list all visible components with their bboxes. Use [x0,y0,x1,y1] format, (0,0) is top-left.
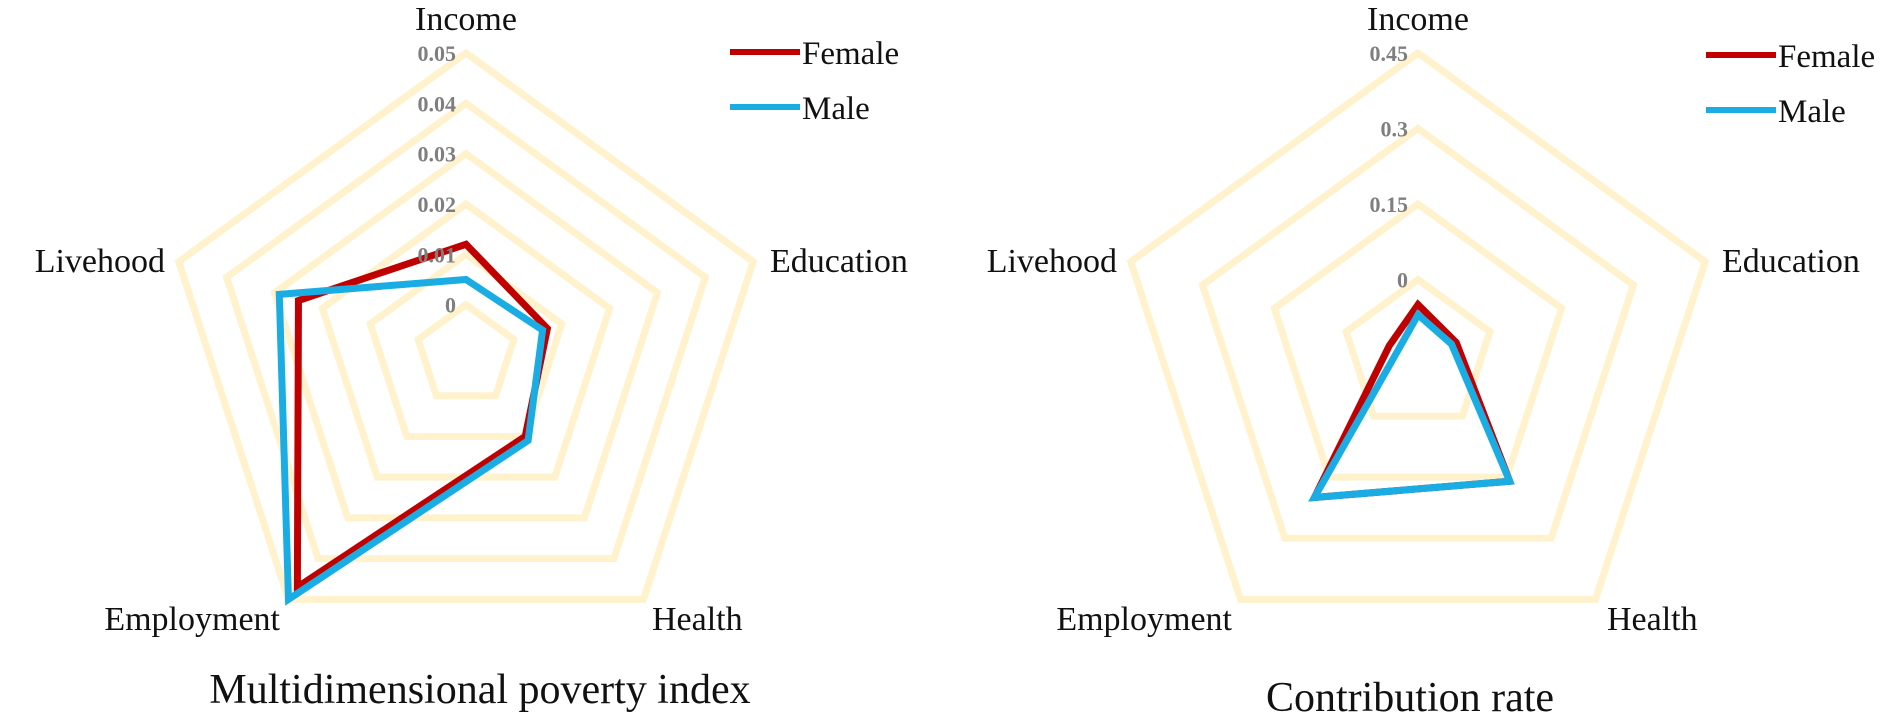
grid-ring [1342,275,1494,420]
radar-chart-contribution-rate: 0 0.15 0.3 0.45 Income Education Health Emp… [987,1,1875,721]
tick-label: 0.03 [418,142,457,167]
tick-label: 0 [445,293,456,318]
tick-label: 0.45 [1370,41,1409,66]
tick-label: 0.3 [1381,117,1409,142]
axis-label-income: Income [1367,1,1469,38]
chart-title: Contribution rate [1266,675,1554,721]
tick-label: 0.15 [1370,192,1409,217]
grid-ring [1126,48,1710,603]
legend-label-male: Male [1778,94,1846,130]
radar-series [1308,299,1515,502]
legend: Female Male [1706,39,1875,130]
series-male [1308,309,1515,502]
tick-label: 0.04 [418,91,457,116]
radar-series [275,240,552,606]
grid-ring [222,99,710,563]
radar-tick-labels: 0 0.01 0.02 0.03 0.04 0.05 [418,41,457,318]
legend-label-female: Female [1778,39,1875,75]
grid-ring [366,250,566,440]
axis-label-income: Income [415,1,517,38]
chart-title: Multidimensional poverty index [209,667,750,713]
tick-label: 0 [1397,268,1408,293]
legend: Female Male [730,36,899,127]
tick-label: 0.01 [418,242,457,267]
axis-label-livehood: Livehood [35,243,165,280]
grid-ring [1198,124,1638,542]
axis-label-employment: Employment [104,601,280,638]
radar-chart-poverty-index: 0 0.01 0.02 0.03 0.04 0.05 Income Education H… [35,1,908,713]
grid-ring [174,48,758,603]
axis-label-health: Health [652,601,743,638]
axis-label-livehood: Livehood [987,243,1117,280]
grid-ring [414,300,518,400]
legend-label-female: Female [802,36,899,72]
tick-label: 0.02 [418,192,457,217]
radar-tick-labels: 0 0.15 0.3 0.45 [1370,41,1409,293]
tick-label: 0.05 [418,41,457,66]
radar-grid [1126,48,1710,603]
grid-ring [1270,199,1566,481]
series-male [275,275,547,606]
grid-ring [270,149,662,522]
legend-label-male: Male [802,91,870,127]
axis-label-health: Health [1607,601,1698,638]
radar-grid [174,48,758,603]
radar-axis-labels: Income Education Health Employment Liveh… [987,1,1860,638]
axis-label-employment: Employment [1056,601,1232,638]
axis-label-education: Education [770,243,908,280]
radar-axis-labels: Income Education Health Employment Liveh… [35,1,908,638]
axis-label-education: Education [1722,243,1860,280]
